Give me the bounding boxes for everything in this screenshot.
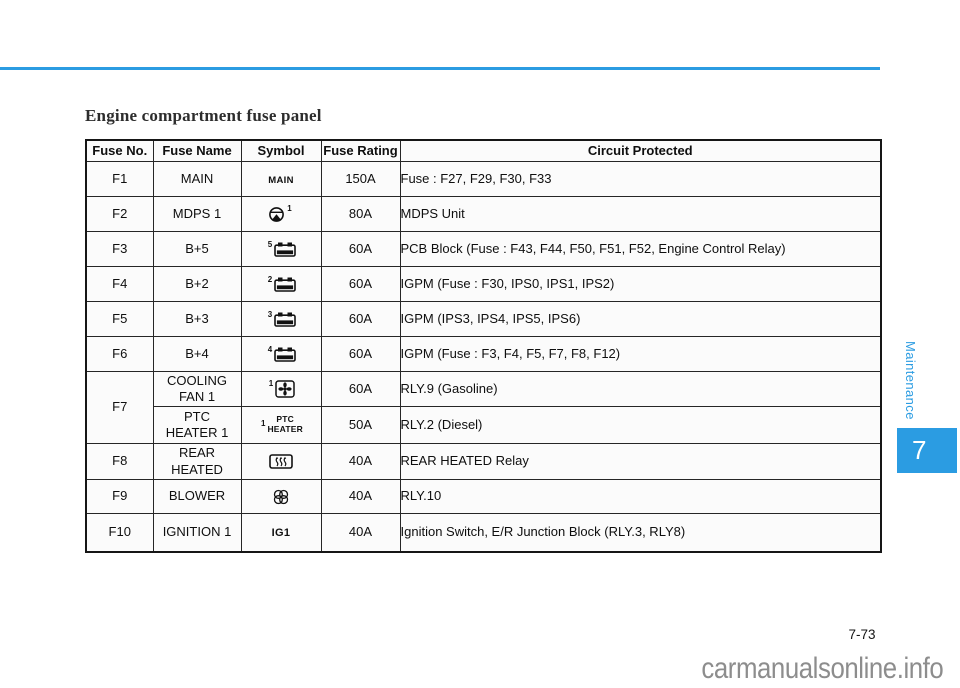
fuse-name-cell: B+2 <box>152 266 242 302</box>
fuse-name-cell: COOLING FAN 1 <box>152 371 242 407</box>
circuit-protected-cell: IGPM (IPS3, IPS4, IPS5, IPS6) <box>399 301 882 337</box>
ig1-symbol: IG1 <box>271 526 291 539</box>
symbol-cell: 1 PTC HEATER <box>240 406 322 444</box>
rear-defrost-icon <box>269 453 293 469</box>
fuse-row-f6: F6 B+4 4 60A IGPM (Fuse : F3, F4, F5, F7, F8… <box>85 336 882 372</box>
symbol-cell: 4 <box>240 336 322 372</box>
fuse-name-cell: BLOWER <box>152 479 242 514</box>
symbol-cell <box>240 479 322 514</box>
symbol-superscript: 4 <box>267 344 273 354</box>
fuse-row-f8: F8 REAR HEATED 40A REAR HEATED Relay <box>85 443 882 480</box>
symbol-superscript: 1 <box>268 379 274 389</box>
page-title: Engine compartment fuse panel <box>85 106 322 125</box>
header-fuse-no: Fuse No. <box>85 139 154 162</box>
fuse-no-cell: F7 <box>85 371 154 444</box>
fuse-rating-cell: 50A <box>320 406 401 444</box>
chapter-badge: 7 <box>897 428 957 473</box>
battery-icon <box>274 241 297 257</box>
steering-wheel-icon <box>268 205 285 222</box>
header-fuse-name: Fuse Name <box>152 139 242 162</box>
fuse-no-cell: F9 <box>85 479 154 514</box>
symbol-superscript: 5 <box>267 239 273 249</box>
circuit-protected-cell: PCB Block (Fuse : F43, F44, F50, F51, F5… <box>399 231 882 267</box>
symbol-cell: IG1 <box>240 513 322 552</box>
fuse-no-cell: F2 <box>85 196 154 232</box>
symbol-superscript: 1 <box>287 204 292 214</box>
fuse-name-cell: MDPS 1 <box>152 196 242 232</box>
circuit-protected-cell: Ignition Switch, E/R Junction Block (RLY… <box>399 513 882 552</box>
battery-icon <box>274 311 297 327</box>
circuit-protected-cell: MDPS Unit <box>399 196 882 232</box>
symbol-cell: 1 <box>240 371 322 407</box>
fuse-name-cell: B+3 <box>152 301 242 337</box>
circuit-protected-cell: Fuse : F27, F29, F30, F33 <box>399 161 882 197</box>
blower-fan-icon <box>272 488 290 504</box>
chapter-side-label: Maintenance <box>903 341 918 420</box>
fuse-no-cell: F1 <box>85 161 154 197</box>
fuse-name-cell: REAR HEATED <box>152 443 242 480</box>
battery-icon <box>274 346 297 362</box>
circuit-protected-cell: RLY.10 <box>399 479 882 514</box>
fuse-rating-cell: 40A <box>320 443 401 480</box>
fuse-table: Fuse No. Fuse Name Symbol Fuse Rating Ci… <box>85 139 882 553</box>
fuse-row-f2: F2 MDPS 1 1 80A MDPS Unit <box>85 196 882 232</box>
fuse-no-cell: F3 <box>85 231 154 267</box>
fuse-name-cell: IGNITION 1 <box>152 513 242 552</box>
fuse-row-f7: F7 COOLING FAN 1 1 60A RLY.9 (Gasoline) <box>85 371 882 444</box>
fuse-no-cell: F4 <box>85 266 154 302</box>
main-symbol: MAIN <box>268 174 294 186</box>
fuse-rating-cell: 80A <box>320 196 401 232</box>
symbol-cell: MAIN <box>240 161 322 197</box>
fuse-name-cell: B+5 <box>152 231 242 267</box>
fuse-rating-cell: 60A <box>320 231 401 267</box>
fuse-rating-cell: 60A <box>320 266 401 302</box>
fuse-no-cell: F6 <box>85 336 154 372</box>
fuse-row-f10: F10 IGNITION 1 IG1 40A Ignition Switch, E/R … <box>85 513 882 552</box>
header-fuse-rating: Fuse Rating <box>320 139 401 162</box>
fuse-rating-cell: 40A <box>320 513 401 552</box>
fuse-row: PTC HEATER 1 1 PTC HEATER 50A RLY.2 (Diesel) <box>86 406 882 444</box>
circuit-protected-cell: RLY.2 (Diesel) <box>399 406 882 444</box>
fuse-row-f1: F1 MAIN MAIN 150A Fuse : F27, F29, F30, F33 <box>85 161 882 197</box>
cooling-fan-icon <box>275 380 295 398</box>
fuse-row-f9: F9 BLOWER 40A RLY.10 <box>85 479 882 514</box>
ptc-heater-symbol: PTC HEATER <box>267 413 303 434</box>
watermark: carmanualsonline.info <box>701 652 943 685</box>
fuse-name-cell: B+4 <box>152 336 242 372</box>
header-circuit-protected: Circuit Protected <box>399 139 882 162</box>
symbol-superscript: 2 <box>267 274 273 284</box>
fuse-no-cell: F10 <box>85 513 154 552</box>
symbol-cell: 5 <box>240 231 322 267</box>
fuse-row-f5: F5 B+3 3 60A IGPM (IPS3, IPS4, IPS5, IPS6) <box>85 301 882 337</box>
fuse-name-cell: MAIN <box>152 161 242 197</box>
fuse-row-f3: F3 B+5 5 60A PCB Block (Fuse : F43, F44, F50… <box>85 231 882 267</box>
fuse-rating-cell: 60A <box>320 371 401 407</box>
symbol-cell: 3 <box>240 301 322 337</box>
fuse-row-f4: F4 B+2 2 60A IGPM (Fuse : F30, IPS0, IPS1, I… <box>85 266 882 302</box>
header-symbol: Symbol <box>240 139 322 162</box>
table-header-row: Fuse No. Fuse Name Symbol Fuse Rating Ci… <box>85 139 882 162</box>
circuit-protected-cell: IGPM (Fuse : F30, IPS0, IPS1, IPS2) <box>399 266 882 302</box>
circuit-protected-cell: IGPM (Fuse : F3, F4, F5, F7, F8, F12) <box>399 336 882 372</box>
fuse-no-cell: F8 <box>85 443 154 480</box>
fuse-no-cell: F5 <box>85 301 154 337</box>
circuit-protected-cell: REAR HEATED Relay <box>399 443 882 480</box>
symbol-cell: 1 <box>240 196 322 232</box>
fuse-rating-cell: 60A <box>320 336 401 372</box>
fuse-rating-cell: 40A <box>320 479 401 514</box>
fuse-rating-cell: 150A <box>320 161 401 197</box>
chapter-number: 7 <box>912 435 927 465</box>
top-divider <box>0 67 880 70</box>
symbol-superscript: 3 <box>267 309 273 319</box>
fuse-name-cell: PTC HEATER 1 <box>152 406 242 444</box>
symbol-superscript: 1 <box>261 418 266 428</box>
fuse-rating-cell: 60A <box>320 301 401 337</box>
symbol-cell: 2 <box>240 266 322 302</box>
circuit-protected-cell: RLY.9 (Gasoline) <box>399 371 882 407</box>
battery-icon <box>274 276 297 292</box>
symbol-cell <box>240 443 322 480</box>
page-number: 7-73 <box>848 627 876 642</box>
